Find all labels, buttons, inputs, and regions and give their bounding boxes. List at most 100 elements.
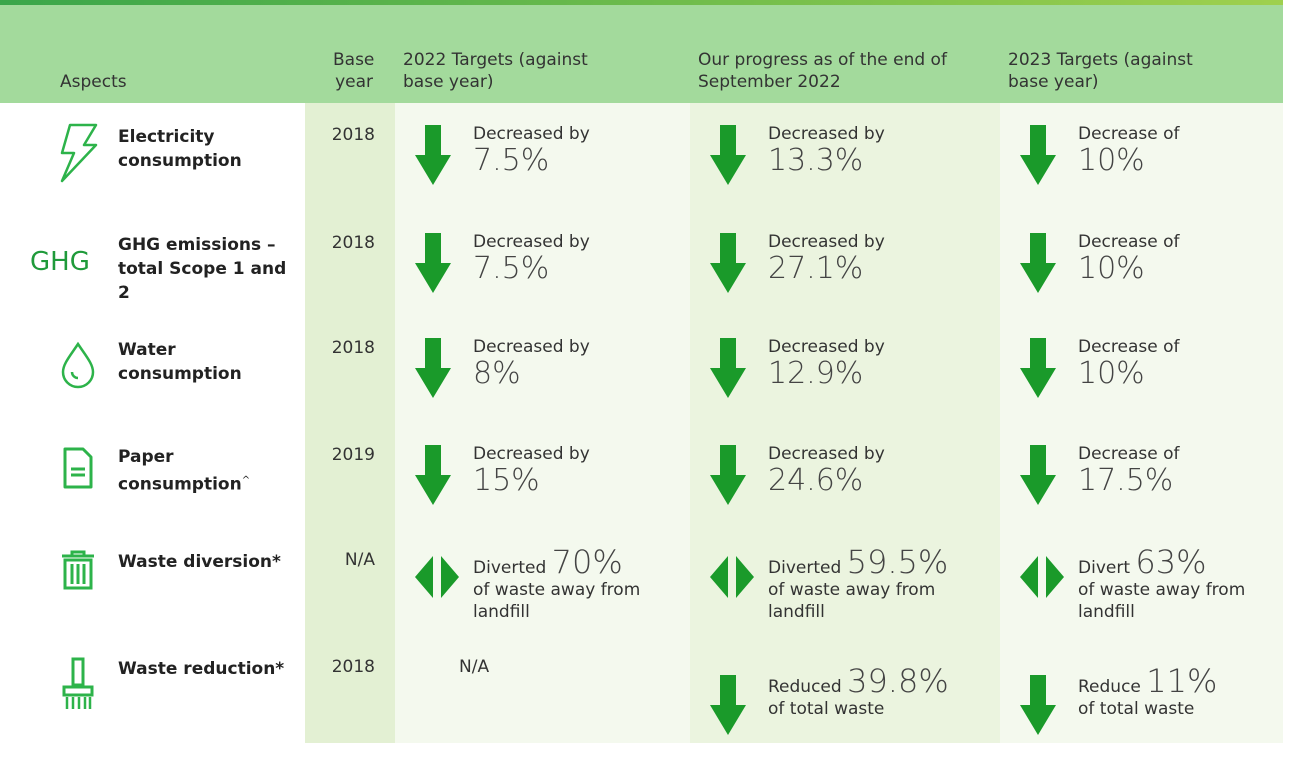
value-text: Divert 63% of waste away from landfill — [1078, 546, 1248, 623]
value-label: Decrease of — [1078, 337, 1180, 357]
base-year: N/A — [305, 528, 395, 635]
value-cell: Divert 63% of waste away from landfill — [1000, 528, 1283, 635]
value-text: Decreased by 7.5% — [473, 123, 590, 177]
base-year: 2019 — [305, 423, 395, 528]
aspect-cell: Electricity consumption — [0, 103, 305, 211]
arrow-icon — [710, 445, 746, 509]
value-label: Decreased by — [768, 124, 885, 144]
value-number: 8% — [473, 356, 521, 391]
value-line: Reduced 39.8% — [768, 665, 949, 698]
value-number: 10% — [1078, 143, 1145, 178]
aspect-name: Water consumption — [118, 338, 293, 386]
arrow-icon — [1020, 338, 1056, 402]
value-cell: Decreased by 13.3% — [690, 103, 1000, 211]
value-line: Diverted 70% — [473, 546, 643, 579]
aspect-name: Paper consumption^ — [118, 445, 293, 497]
value-number: 24.6% — [768, 463, 864, 498]
value-label: Decreased by — [768, 337, 885, 357]
arrow-icon — [710, 233, 746, 297]
value-label: Decreased by — [768, 232, 885, 252]
value-label: Decrease of — [1078, 124, 1180, 144]
value-label: Decreased by — [473, 232, 590, 252]
table: Aspects Base year 2022 Targets (against … — [0, 5, 1283, 743]
column-header-text: 2023 Targets (against base year) — [1008, 50, 1193, 92]
aspect-cell: Water consumption — [0, 316, 305, 423]
value-line: Reduce 11% — [1078, 665, 1248, 698]
value-text: Decreased by 24.6% — [768, 443, 885, 497]
column-header: Aspects — [0, 5, 305, 103]
value-text: Decreased by 13.3% — [768, 123, 885, 177]
value-label: Diverted — [768, 558, 842, 578]
aspect-mark: ^ — [241, 475, 251, 486]
value-text: Decrease of 17.5% — [1078, 443, 1180, 497]
base-year: 2018 — [305, 635, 395, 743]
value-number: 59.5% — [846, 543, 949, 581]
arrow-icon — [415, 445, 451, 509]
value-cell: Decrease of 17.5% — [1000, 423, 1283, 528]
column-header-text: Base year — [333, 50, 375, 92]
value-text: Reduced 39.8% of total waste — [768, 665, 949, 720]
value-text: Decrease of 10% — [1078, 123, 1180, 177]
value-number: 10% — [1078, 356, 1145, 391]
aspect-name: GHG emissions – total Scope 1 and 2 — [118, 233, 293, 305]
value-cell: Diverted 70% of waste away from landfill — [395, 528, 690, 635]
column-header: Our progress as of the end of September … — [690, 5, 1000, 103]
base-year: 2018 — [305, 211, 395, 316]
value-line: Diverted 59.5% — [768, 546, 948, 579]
value-note: of waste away from landfill — [768, 580, 936, 622]
value-number: 17.5% — [1078, 463, 1174, 498]
value-cell: Reduce 11% of total waste — [1000, 635, 1283, 743]
column-header: 2022 Targets (against base year) — [395, 5, 690, 103]
value-text: Decrease of 10% — [1078, 231, 1180, 285]
aspect-name-text: Paper consumption — [118, 447, 242, 495]
value-label: Decreased by — [473, 337, 590, 357]
value-cell: Decrease of 10% — [1000, 103, 1283, 211]
value-label: Reduced — [768, 677, 842, 697]
value-text: Decrease of 10% — [1078, 336, 1180, 390]
arrow-icon — [1020, 233, 1056, 297]
value-note: of total waste — [1078, 699, 1195, 719]
value-cell: Decreased by 27.1% — [690, 211, 1000, 316]
aspect-name-text: Waste reduction* — [118, 659, 285, 679]
value-label: Decrease of — [1078, 232, 1180, 252]
aspect-cell: GHG GHG emissions – total Scope 1 and 2 — [0, 211, 305, 316]
top-bar — [0, 0, 1283, 5]
value-text: Decreased by 15% — [473, 443, 590, 497]
value-text: Decreased by 27.1% — [768, 231, 885, 285]
value-cell: Decreased by 8% — [395, 316, 690, 423]
value-number: 11% — [1146, 662, 1218, 700]
value-cell: Reduced 39.8% of total waste — [690, 635, 1000, 743]
value-text: Decreased by 8% — [473, 336, 590, 390]
arrow-icon — [710, 338, 746, 402]
value-cell: Decrease of 10% — [1000, 316, 1283, 423]
value-number: 7.5% — [473, 251, 550, 286]
value-cell: N/A — [395, 635, 690, 743]
value-text: Diverted 59.5% of waste away from landfil… — [768, 546, 948, 623]
aspect-name: Waste reduction* — [118, 657, 293, 681]
value-note: of total waste — [768, 699, 885, 719]
aspect-name: Electricity consumption — [118, 125, 293, 173]
column-header: Base year — [305, 5, 395, 103]
value-text: Reduce 11% of total waste — [1078, 665, 1248, 720]
arrow-icon — [710, 125, 746, 189]
aspect-cell: Waste reduction* — [0, 635, 305, 743]
aspect-name-text: Water consumption — [118, 340, 242, 384]
value-number: 7.5% — [473, 143, 550, 178]
value-number: 70% — [551, 543, 623, 581]
value-cell: Diverted 59.5% of waste away from landfil… — [690, 528, 1000, 635]
value-text: Diverted 70% of waste away from landfill — [473, 546, 643, 623]
aspect-name: Waste diversion* — [118, 550, 293, 574]
value-number: 39.8% — [847, 662, 949, 700]
value-number: 27.1% — [768, 251, 864, 286]
arrow-icon — [415, 125, 451, 189]
column-header: 2023 Targets (against base year) — [1000, 5, 1283, 103]
value-label: Decreased by — [473, 444, 590, 464]
value-note: of waste away from landfill — [473, 580, 641, 622]
aspect-icon — [52, 336, 104, 396]
value-number: 13.3% — [768, 143, 864, 178]
aspect-cell: Paper consumption^ — [0, 423, 305, 528]
value-cell: Decreased by 7.5% — [395, 103, 690, 211]
arrow-icon — [415, 338, 451, 402]
value-text: Decreased by 12.9% — [768, 336, 885, 390]
aspect-name-text: GHG emissions – total Scope 1 and 2 — [118, 235, 287, 303]
